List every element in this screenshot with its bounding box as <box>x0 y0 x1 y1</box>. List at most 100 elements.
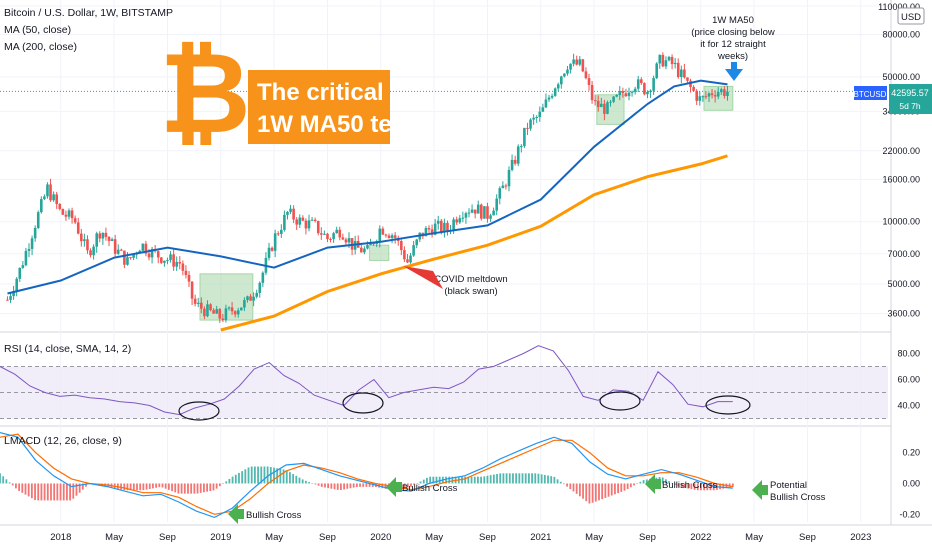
macd-histogram-bar <box>225 481 228 484</box>
candle-body <box>76 222 80 234</box>
candle-body <box>363 248 366 253</box>
candle-body <box>553 88 557 96</box>
candle-body <box>532 117 535 120</box>
macd-histogram-bar <box>203 483 205 493</box>
macd-histogram-bar <box>171 483 173 492</box>
candle-body <box>215 309 218 314</box>
candle-body <box>298 217 302 225</box>
candle-body <box>221 318 225 321</box>
candle-body <box>726 91 729 96</box>
candle-body <box>689 80 692 87</box>
candle-body <box>486 206 489 219</box>
candle-body <box>683 69 686 78</box>
candle-body <box>390 235 394 238</box>
candle-body <box>129 257 132 259</box>
ma50-note-line-1: 1W MA50 <box>712 15 754 26</box>
candle-body <box>630 91 634 93</box>
macd-histogram-bar <box>34 483 36 501</box>
macd-histogram-bar <box>594 483 597 502</box>
macd-histogram-bar <box>368 483 371 487</box>
candle-body <box>621 91 625 94</box>
macd-histogram-bar <box>674 483 677 485</box>
candle-body <box>615 94 618 97</box>
green-arrow-icon <box>645 474 661 494</box>
macd-histogram-bar <box>626 483 629 490</box>
time-tick-label: 2022 <box>690 532 711 543</box>
candle-body <box>366 245 369 249</box>
macd-histogram-bar <box>432 476 435 484</box>
macd-histogram-bar <box>292 473 295 484</box>
macd-histogram-bar <box>518 473 521 484</box>
macd-histogram-bar <box>731 483 734 487</box>
candle-body <box>378 228 382 242</box>
macd-histogram-bar <box>158 483 161 488</box>
candle-body <box>443 222 446 232</box>
candle-body <box>627 92 631 97</box>
macd-histogram-bar <box>684 483 686 488</box>
macd-histogram-bar <box>330 483 333 489</box>
candle-body <box>470 209 474 213</box>
macd-histogram-bar <box>610 483 613 496</box>
macd-histogram-bar <box>543 474 546 484</box>
macd-histogram-bar <box>27 483 30 497</box>
candle-body <box>673 62 677 65</box>
macd-histogram-bar <box>193 483 196 494</box>
macd-histogram-bar <box>601 483 604 500</box>
time-tick-label: May <box>105 532 123 543</box>
candle-body <box>720 89 723 93</box>
candle-body <box>227 307 231 309</box>
macd-histogram-bar <box>81 483 84 490</box>
macd-histogram-bar <box>304 480 307 484</box>
macd-histogram-bar <box>524 473 527 484</box>
candle-body <box>12 291 15 297</box>
ma50-note-line-4: weeks) <box>717 51 748 62</box>
currency-button[interactable] <box>897 7 925 25</box>
macd-histogram-bar <box>645 479 648 484</box>
symbol-title: Bitcoin / U.S. Dollar, 1W, BITSTAMP <box>4 7 173 19</box>
macd-histogram-bar <box>438 476 441 484</box>
macd-histogram-bar <box>273 467 275 484</box>
macd-histogram-bar <box>266 466 269 484</box>
macd-histogram-bar <box>680 483 683 488</box>
candle-body <box>547 97 551 100</box>
macd-histogram-bar <box>547 475 549 484</box>
macd-histogram-bar <box>132 483 135 491</box>
candle-body <box>584 71 588 79</box>
candle-body <box>473 209 477 214</box>
macd-histogram-bar <box>218 483 221 487</box>
candle-body <box>600 103 603 108</box>
candle-body <box>480 204 483 219</box>
candle-body <box>141 243 145 251</box>
candle-body <box>507 169 511 187</box>
candle-body <box>575 59 578 65</box>
candle-body <box>636 79 640 89</box>
macd-histogram-bar <box>167 483 170 490</box>
macd-line <box>0 432 733 519</box>
candle-body <box>633 88 637 92</box>
candle-body <box>24 250 28 266</box>
time-tick-label: May <box>425 532 443 543</box>
candle-body <box>369 243 372 246</box>
macd-histogram-bar <box>295 475 298 484</box>
candle-body <box>640 79 643 84</box>
candle-body <box>252 296 255 301</box>
macd-histogram-bar <box>365 483 368 487</box>
macd-histogram-bar <box>480 476 482 484</box>
candle-body <box>246 296 249 301</box>
time-tick-label: May <box>585 532 603 543</box>
candle-body <box>520 146 523 148</box>
macd-histogram-bar <box>492 474 495 484</box>
macd-histogram-bar <box>148 483 151 489</box>
candle-body <box>581 59 585 72</box>
macd-histogram-bar <box>336 483 339 490</box>
macd-histogram-bar <box>448 476 451 484</box>
candle-body <box>596 100 600 108</box>
candle-body <box>196 302 200 304</box>
candle-body <box>329 238 332 240</box>
macd-histogram-bar <box>559 481 562 484</box>
macd-histogram-bar <box>212 483 215 491</box>
candle-body <box>320 233 323 235</box>
candle-body <box>609 101 612 103</box>
candle-body <box>310 219 314 221</box>
macd-histogram-bar <box>473 476 476 484</box>
